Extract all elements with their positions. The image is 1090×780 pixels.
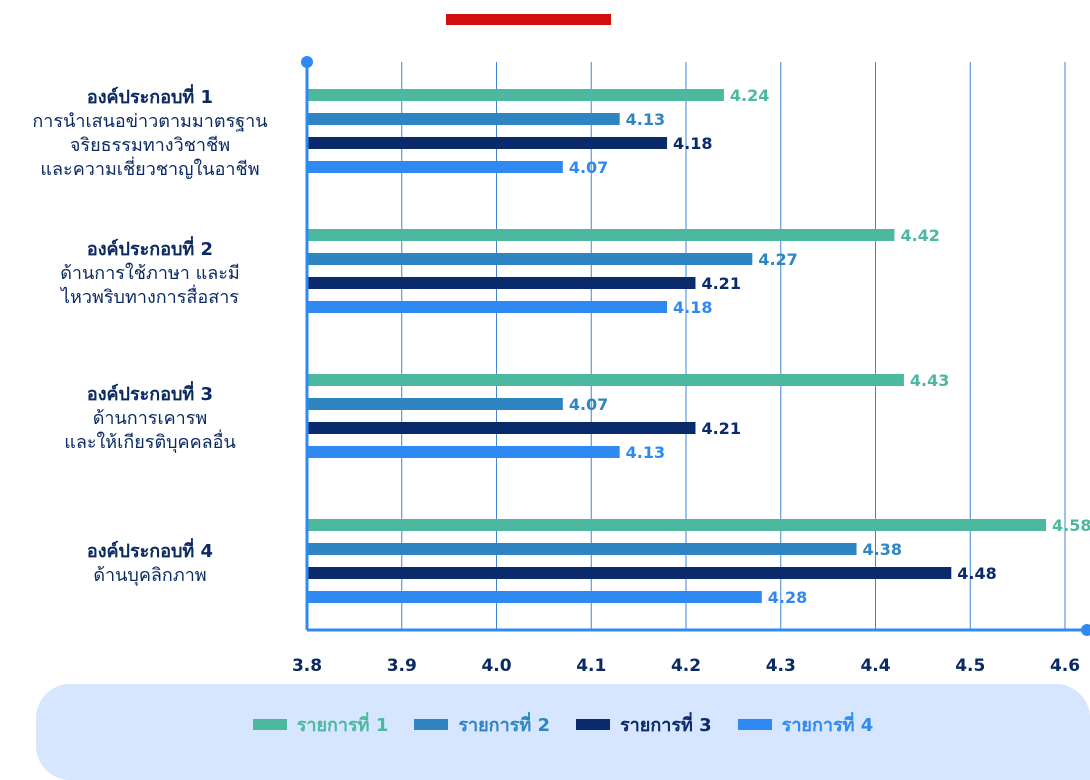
category-title: องค์ประกอบที่ 2 bbox=[87, 236, 213, 260]
bar bbox=[307, 113, 620, 125]
x-tick-label: 4.4 bbox=[860, 656, 890, 676]
horizontal-bar-chart: 4.24 4.13 4.18 4.07 องค์ประกอบที่ 1 การนำเสนอ… bbox=[32, 56, 1090, 676]
legend-item-1: รายการที่ 1 bbox=[252, 710, 389, 739]
legend-label-2: รายการที่ 2 bbox=[458, 715, 550, 736]
data-label: 4.21 bbox=[701, 274, 740, 293]
category-label-line: ด้านบุคลิกภาพ bbox=[93, 565, 206, 586]
legend-label-1: รายการที่ 1 bbox=[296, 715, 389, 736]
bar bbox=[307, 567, 952, 579]
legend: รายการที่ 1 รายการที่ 2 รายการที่ 3 รายก… bbox=[36, 710, 1090, 739]
x-tick-label: 3.8 bbox=[292, 656, 322, 676]
data-label: 4.24 bbox=[730, 86, 769, 105]
bar bbox=[307, 253, 753, 265]
data-label: 4.48 bbox=[957, 564, 996, 583]
bar bbox=[307, 543, 857, 555]
category-label-line: และให้เกียรติบุคคลอื่น bbox=[64, 429, 236, 453]
legend-item-3: รายการที่ 3 bbox=[576, 710, 712, 739]
legend-swatch-1 bbox=[252, 719, 287, 730]
bar bbox=[307, 398, 563, 410]
bar bbox=[307, 422, 696, 434]
category-label-line: ไหวพริบทางการสื่อสาร bbox=[59, 284, 239, 308]
data-label: 4.07 bbox=[569, 158, 608, 177]
data-label: 4.43 bbox=[910, 371, 949, 390]
legend-swatch-4 bbox=[737, 719, 772, 730]
x-tick-label: 4.2 bbox=[671, 656, 701, 676]
bar bbox=[307, 301, 668, 313]
data-label: 4.42 bbox=[900, 226, 939, 245]
data-label: 4.07 bbox=[569, 395, 608, 414]
bar bbox=[307, 374, 904, 386]
data-label: 4.13 bbox=[626, 110, 665, 129]
header-accent-bar bbox=[446, 14, 611, 25]
bar bbox=[307, 277, 696, 289]
category-title: องค์ประกอบที่ 1 bbox=[87, 84, 213, 108]
category-label-line: และความเชี่ยวชาญในอาชีพ bbox=[40, 156, 259, 180]
data-label: 4.58 bbox=[1052, 516, 1090, 535]
bar bbox=[307, 137, 668, 149]
y-axis-end-dot bbox=[301, 56, 313, 68]
bar bbox=[307, 229, 895, 241]
category-label-line: ด้านการเคารพ bbox=[93, 408, 208, 429]
data-label: 4.13 bbox=[626, 443, 665, 462]
data-label: 4.18 bbox=[673, 298, 712, 317]
bar bbox=[307, 519, 1047, 531]
bar bbox=[307, 89, 724, 101]
legend-item-4: รายการที่ 4 bbox=[737, 710, 874, 739]
legend-swatch-3 bbox=[576, 719, 610, 730]
data-label: 4.28 bbox=[768, 588, 807, 607]
x-tick-label: 4.6 bbox=[1050, 656, 1080, 676]
category-label-line: ด้านการใช้ภาษา และมี bbox=[60, 262, 240, 284]
x-tick-label: 4.1 bbox=[576, 656, 606, 676]
bar bbox=[307, 591, 762, 603]
legend-panel: รายการที่ 1 รายการที่ 2 รายการที่ 3 รายก… bbox=[36, 684, 1090, 780]
category-title: องค์ประกอบที่ 3 bbox=[87, 381, 213, 405]
category-label-line: การนำเสนอข่าวตามมาตรฐาน bbox=[32, 111, 267, 132]
category-title: องค์ประกอบที่ 4 bbox=[87, 538, 213, 562]
legend-label-3: รายการที่ 3 bbox=[620, 715, 712, 736]
legend-item-2: รายการที่ 2 bbox=[414, 710, 550, 739]
legend-swatch-2 bbox=[414, 719, 449, 730]
bar bbox=[307, 446, 620, 458]
bar bbox=[307, 161, 563, 173]
x-tick-label: 4.5 bbox=[955, 656, 985, 676]
data-label: 4.27 bbox=[758, 250, 797, 269]
x-tick-label: 4.3 bbox=[766, 656, 796, 676]
x-axis-end-dot bbox=[1081, 624, 1090, 636]
x-tick-label: 3.9 bbox=[387, 656, 417, 676]
x-tick-label: 4.0 bbox=[481, 656, 511, 676]
data-label: 4.38 bbox=[863, 540, 902, 559]
category-label-line: จริยธรรมทางวิชาชีพ bbox=[70, 135, 230, 156]
data-label: 4.21 bbox=[701, 419, 740, 438]
legend-label-4: รายการที่ 4 bbox=[781, 715, 874, 736]
data-label: 4.18 bbox=[673, 134, 712, 153]
